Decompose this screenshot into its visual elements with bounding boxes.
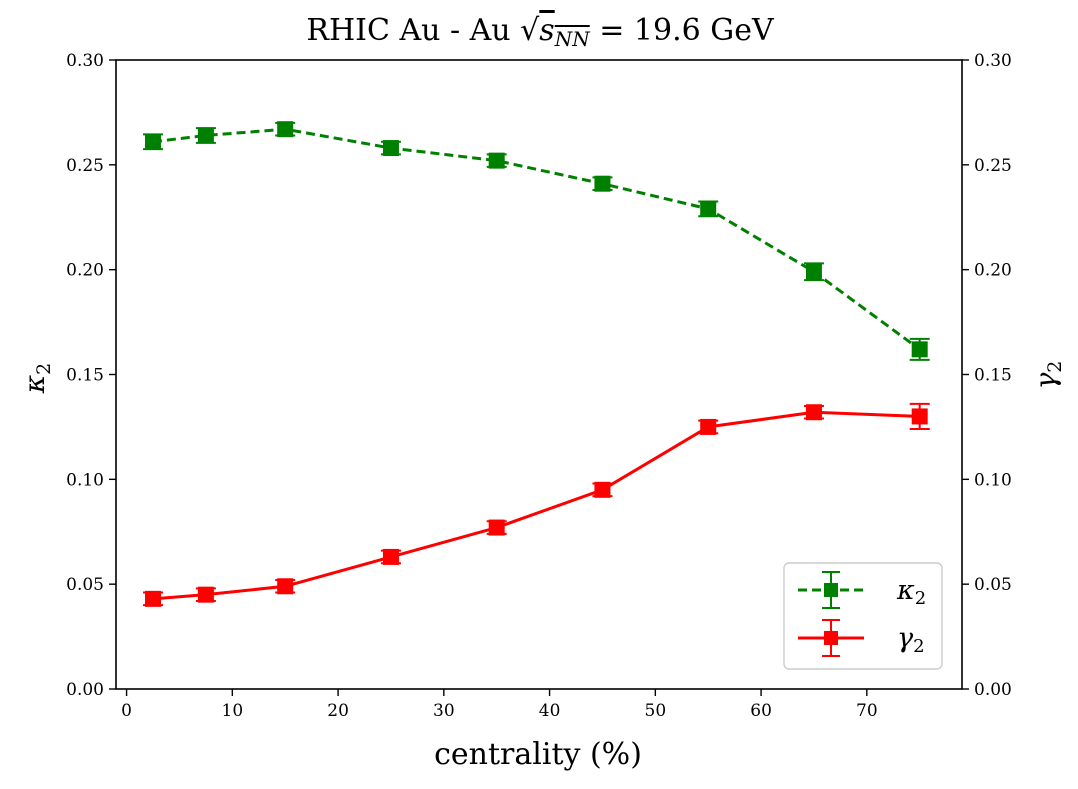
y-left-tick-label: 0.20 xyxy=(66,261,104,281)
data-point-kappa2 xyxy=(805,263,822,280)
y-left-tick-label: 0.25 xyxy=(66,156,104,176)
title-main: RHIC Au - Au xyxy=(306,13,520,48)
x-tick-label: 20 xyxy=(327,701,349,721)
series-layer xyxy=(143,121,930,607)
legend-entry-gamma2: γ2 xyxy=(798,619,925,657)
data-point-gamma2 xyxy=(382,548,399,565)
y-right-sub: 2 xyxy=(1044,361,1066,373)
y-left-tick-label: 0.10 xyxy=(66,470,104,490)
legend-box xyxy=(783,562,943,670)
legend-kappa-sym: κ xyxy=(896,575,915,606)
y-right-tick-label: 0.15 xyxy=(974,366,1012,386)
legend-kappa-sub: 2 xyxy=(915,588,926,609)
y-left-tick-label: 0.30 xyxy=(66,51,104,71)
y-right-tick-label: 0.30 xyxy=(974,51,1012,71)
legend-gamma-sub: 2 xyxy=(913,636,924,657)
data-point-gamma2 xyxy=(197,586,214,603)
x-tick-label: 70 xyxy=(856,701,878,721)
data-point-kappa2 xyxy=(145,133,162,150)
y-right-tick-label: 0.25 xyxy=(974,156,1012,176)
data-point-gamma2 xyxy=(911,408,928,425)
title-sqrt: √ xyxy=(520,13,540,48)
x-axis: 0 10 20 30 40 50 60 70 xyxy=(121,689,878,721)
x-axis-label: centrality (%) xyxy=(434,737,642,772)
data-point-gamma2 xyxy=(594,481,611,498)
y-left-tick-label: 0.15 xyxy=(66,366,104,386)
y-left-tick-label: 0.05 xyxy=(66,575,104,595)
data-point-gamma2 xyxy=(488,519,505,536)
data-point-kappa2 xyxy=(197,127,214,144)
chart-title: RHIC Au - Au √sNN = 19.6 GeV xyxy=(306,13,775,51)
x-tick-label: 60 xyxy=(750,701,772,721)
legend-kappa-marker xyxy=(824,583,838,597)
left-y-axis: 0.00 0.05 0.10 0.15 0.20 0.25 0.30 xyxy=(66,51,116,700)
legend-gamma-sym: γ xyxy=(897,623,914,654)
y-left-sub: 2 xyxy=(33,363,55,375)
y-right-tick-label: 0.20 xyxy=(974,261,1012,281)
series-line-kappa2 xyxy=(152,127,921,351)
x-tick-label: 30 xyxy=(433,701,455,721)
x-tick-label: 40 xyxy=(539,701,561,721)
legend: κ2 γ2 xyxy=(783,562,943,670)
x-tick-label: 10 xyxy=(222,701,244,721)
y-right-sym: γ xyxy=(1029,372,1062,389)
data-point-kappa2 xyxy=(700,200,717,217)
title-s: s xyxy=(539,13,554,48)
data-point-kappa2 xyxy=(488,152,505,169)
y-axis-right-label: γ2 xyxy=(1029,361,1066,390)
data-point-kappa2 xyxy=(911,341,928,358)
data-point-gamma2 xyxy=(805,404,822,421)
legend-entry-kappa2: κ2 xyxy=(798,571,926,609)
data-point-gamma2 xyxy=(277,578,294,595)
y-right-tick-label: 0.00 xyxy=(974,680,1012,700)
series-gamma2 xyxy=(143,402,930,607)
y-right-tick-label: 0.10 xyxy=(974,470,1012,490)
title-sub: NN xyxy=(554,27,592,51)
data-point-gamma2 xyxy=(700,418,717,435)
data-point-gamma2 xyxy=(145,590,162,607)
series-kappa2 xyxy=(143,121,930,361)
legend-kappa-label: κ2 xyxy=(896,575,926,609)
title-rest: = 19.6 GeV xyxy=(590,13,775,48)
y-right-tick-label: 0.05 xyxy=(974,575,1012,595)
y-left-tick-label: 0.00 xyxy=(66,680,104,700)
x-tick-label: 0 xyxy=(121,701,132,721)
right-y-axis: 0.00 0.05 0.10 0.15 0.20 0.25 0.30 xyxy=(962,51,1012,700)
y-axis-left-label: κ2 xyxy=(18,363,55,394)
data-point-kappa2 xyxy=(277,121,294,138)
data-point-kappa2 xyxy=(594,175,611,192)
x-tick-label: 50 xyxy=(645,701,667,721)
data-point-kappa2 xyxy=(382,140,399,157)
legend-gamma-label: γ2 xyxy=(897,623,925,657)
legend-gamma-marker xyxy=(824,631,838,645)
y-left-sym: κ xyxy=(18,375,51,394)
